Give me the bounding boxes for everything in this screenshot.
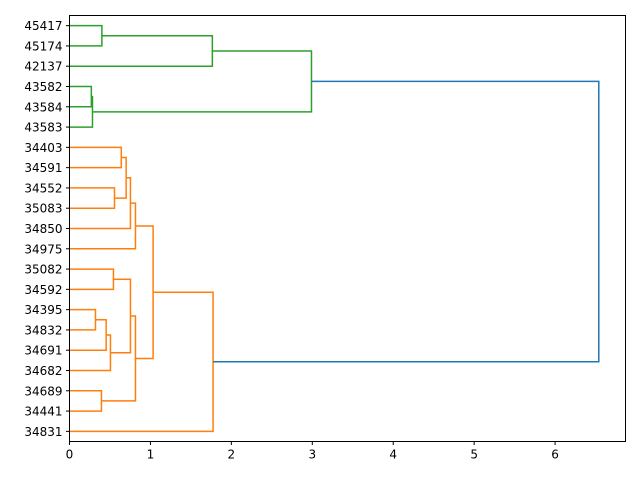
leaf-label: 34441 <box>24 405 62 419</box>
leaf-label: 43584 <box>24 100 62 114</box>
leaf-label: 34832 <box>24 323 62 337</box>
leaf-label: 34975 <box>24 242 62 256</box>
leaf-label: 34691 <box>24 344 62 358</box>
dendrogram-links <box>69 24 600 433</box>
leaf-label: 45417 <box>24 19 62 33</box>
leaf-label: 34682 <box>24 364 62 378</box>
dendrogram-link-3 <box>69 95 94 128</box>
leaf-label: 34850 <box>24 222 62 236</box>
x-tick-label: 1 <box>147 448 155 462</box>
dendrogram-link-14 <box>110 278 132 354</box>
leaf-label: 34689 <box>24 384 62 398</box>
leaf-label: 35083 <box>24 202 62 216</box>
leaf-label: 34591 <box>24 161 62 175</box>
dendrogram-link-5 <box>69 146 123 169</box>
dendrogram-link-0 <box>69 24 103 47</box>
dendrogram-link-11 <box>69 308 97 331</box>
dendrogram-link-9 <box>69 202 137 250</box>
x-tick-label: 3 <box>308 448 316 462</box>
dendrogram-link-19 <box>213 80 600 363</box>
dendrogram-link-10 <box>69 268 115 291</box>
leaf-label: 43582 <box>24 80 62 94</box>
leaf-label: 45174 <box>24 39 62 53</box>
leaf-label: 35082 <box>24 263 62 277</box>
x-tick-label: 2 <box>228 448 236 462</box>
dendrogram-link-2 <box>69 85 93 108</box>
dendrogram-link-8 <box>69 177 132 230</box>
leaf-label: 34403 <box>24 141 62 155</box>
dendrogram-link-17 <box>135 225 154 360</box>
x-tick-label: 4 <box>389 448 397 462</box>
leaf-label: 34831 <box>24 425 62 439</box>
dendrogram-link-15 <box>69 390 103 412</box>
leaf-label: 34552 <box>24 181 62 195</box>
dendrogram-link-7 <box>114 156 127 199</box>
leaf-labels: 45417 45174 42137 43582 43584 43583 34403 34591… <box>24 19 70 439</box>
dendrogram-link-12 <box>69 319 107 351</box>
dendrogram-link-6 <box>69 187 116 209</box>
dendrogram-link-16 <box>101 315 137 402</box>
leaf-label: 42137 <box>24 60 62 74</box>
leaf-label: 43583 <box>24 121 62 135</box>
x-tick-label: 5 <box>470 448 478 462</box>
dendrogram-link-1 <box>69 35 214 67</box>
x-tick-label: 0 <box>66 448 74 462</box>
dendrogram-link-13 <box>69 334 112 372</box>
x-axis-ticks: 0 1 2 3 4 5 6 <box>66 441 559 462</box>
dendrogram-link-4 <box>92 50 313 113</box>
leaf-label: 34395 <box>24 303 62 317</box>
x-tick-label: 6 <box>551 448 559 462</box>
leaf-label: 34592 <box>24 283 62 297</box>
